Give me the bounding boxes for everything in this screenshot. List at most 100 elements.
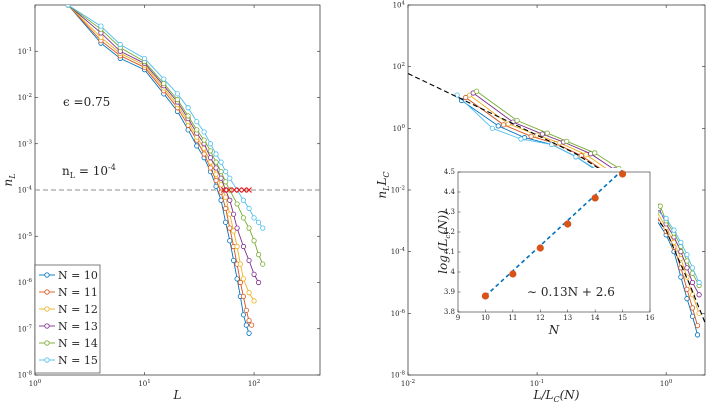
right-y-tick-label: 100 — [393, 124, 406, 133]
right-y-tick-label: 10-4 — [391, 247, 406, 256]
data-point — [689, 292, 696, 298]
data-point — [684, 296, 690, 302]
data-point — [544, 130, 550, 136]
data-point — [671, 227, 677, 233]
data-point — [194, 119, 200, 125]
crossing-stroke — [246, 187, 252, 193]
inset-data-point — [509, 270, 517, 278]
legend-swatch-marker — [44, 340, 50, 346]
data-point — [564, 138, 570, 144]
inset-y-tick-label: 4 — [451, 268, 456, 276]
series-line — [67, 5, 259, 283]
data-point — [495, 123, 501, 129]
data-point — [260, 261, 266, 267]
data-point — [240, 312, 247, 318]
data-point — [255, 279, 262, 286]
data-point — [223, 168, 229, 175]
data-point — [514, 117, 520, 124]
series-line — [67, 5, 250, 334]
data-point — [98, 23, 104, 29]
inset-data-point — [536, 244, 544, 252]
data-point — [161, 80, 167, 87]
data-point — [234, 243, 240, 250]
inset-y-tick-label: 4.2 — [444, 228, 455, 236]
data-point — [234, 276, 240, 282]
crossing-stroke — [226, 187, 232, 193]
inset-x-tick-label: 13 — [563, 314, 572, 322]
legend-label: N = 10 — [58, 269, 98, 282]
inset-x-tick-label: 9 — [456, 314, 460, 322]
data-point — [255, 219, 262, 225]
crossing-marker — [220, 187, 227, 193]
legend-label: N = 11 — [58, 286, 98, 299]
data-point — [161, 76, 167, 82]
data-point — [194, 127, 200, 133]
data-point — [98, 34, 104, 40]
series-line — [67, 5, 255, 302]
inset-y-tick-label: 4.5 — [444, 168, 455, 176]
legend-item: N = 15 — [39, 354, 98, 367]
data-point — [213, 151, 219, 157]
legend-swatch-marker — [44, 289, 50, 295]
data-point — [251, 298, 257, 304]
left-chart-panel: 100 101 102 10-8 10-7 10-6 10-5 10-4 10-3 10-2 10-… — [1, 4, 321, 402]
legend-item: N = 14 — [39, 337, 98, 350]
crossing-marker — [231, 187, 238, 193]
data-point — [246, 257, 252, 264]
inset-data-point — [618, 170, 627, 178]
data-point — [592, 150, 598, 156]
data-point — [201, 137, 207, 143]
legend-item: N = 11 — [39, 286, 98, 299]
data-point — [174, 97, 181, 103]
legend-label: N = 12 — [58, 303, 98, 316]
data-point — [237, 279, 243, 286]
data-point — [218, 175, 224, 181]
data-point — [246, 205, 252, 212]
data-point — [207, 141, 214, 147]
legend-swatch-marker — [44, 306, 50, 312]
crossing-marker — [241, 187, 247, 193]
left-y-tick-label: 10-6 — [18, 278, 33, 287]
data-point — [505, 121, 512, 127]
data-point — [223, 205, 229, 212]
threshold-annotation: nL = 10-4 — [62, 163, 116, 180]
data-point — [255, 252, 262, 258]
left-x-tick-label: 100 — [29, 379, 42, 388]
data-point — [678, 274, 684, 280]
data-point — [684, 265, 690, 271]
data-point — [500, 122, 507, 128]
inset-y-tick-label: 3.9 — [444, 288, 455, 296]
data-point — [185, 105, 191, 111]
inset-y-tick-label: 4.1 — [444, 248, 455, 256]
inset-y-axis-label: log (Lc(N)) — [436, 210, 452, 274]
legend-swatch-marker — [44, 272, 50, 278]
crossing-marker — [246, 187, 252, 193]
inset-y-tick-label: 4.4 — [444, 188, 456, 196]
data-point — [223, 219, 229, 225]
data-point — [689, 265, 696, 271]
data-point — [207, 165, 214, 171]
right-y-tick-label: 10-6 — [391, 309, 406, 318]
data-point — [230, 228, 237, 234]
data-point — [583, 152, 589, 158]
left-y-tick-label: 10-3 — [18, 139, 33, 148]
data-point — [234, 225, 240, 231]
legend-label: N = 14 — [58, 337, 98, 350]
data-point — [549, 141, 555, 148]
data-point — [657, 203, 663, 209]
crossing-stroke — [241, 187, 247, 193]
data-point — [234, 201, 240, 207]
data-point — [684, 286, 690, 292]
data-point — [141, 55, 148, 62]
legend-swatch-marker — [44, 323, 50, 329]
data-point — [240, 243, 247, 250]
right-x-tick-label: 10-1 — [530, 379, 544, 388]
data-point — [528, 133, 534, 139]
inset-fit-line — [484, 169, 624, 297]
data-point — [463, 94, 469, 101]
right-x-tick-label: 10-2 — [401, 379, 415, 388]
inset-data-point — [481, 292, 490, 300]
inset-x-axis-label: N — [548, 323, 560, 337]
data-point — [694, 332, 701, 338]
